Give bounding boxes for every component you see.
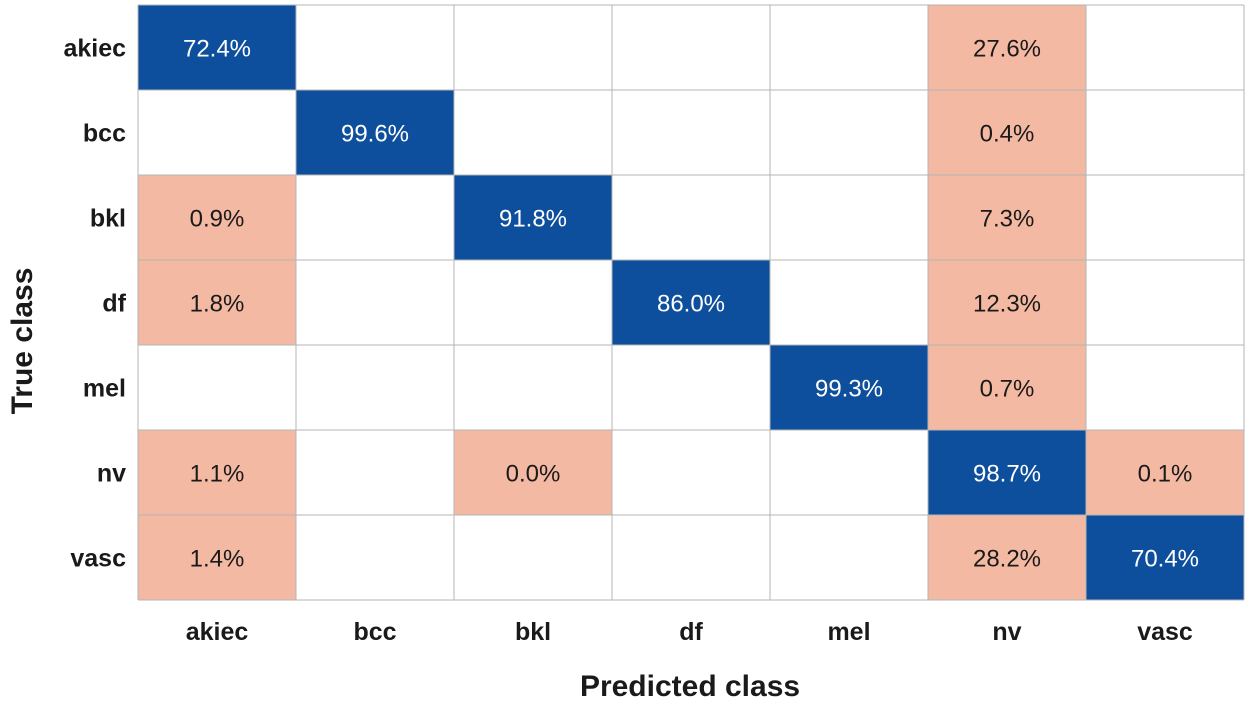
cell-akiec-akiec — [138, 5, 296, 90]
cell-vasc-nv — [928, 515, 1086, 600]
cell-value-bcc-bcc: 99.6% — [341, 121, 409, 148]
cell-vasc-akiec — [138, 515, 296, 600]
cell-value-nv-vasc: 0.1% — [1138, 461, 1193, 488]
x-tick-bkl: bkl — [515, 618, 551, 646]
y-tick-bcc: bcc — [83, 120, 126, 148]
cell-value-vasc-akiec: 1.4% — [190, 546, 245, 573]
cell-value-nv-nv: 98.7% — [973, 461, 1041, 488]
y-tick-nv: nv — [97, 460, 126, 488]
cell-value-bcc-nv: 0.4% — [980, 121, 1035, 148]
cell-bkl-akiec — [138, 175, 296, 260]
y-tick-mel: mel — [83, 375, 126, 403]
matrix-grid — [137, 4, 1245, 601]
cell-mel-mel — [770, 345, 928, 430]
y-tick-df: df — [102, 290, 126, 318]
cell-value-mel-mel: 99.3% — [815, 376, 883, 403]
cell-value-vasc-nv: 28.2% — [973, 546, 1041, 573]
cell-value-bkl-nv: 7.3% — [980, 206, 1035, 233]
cell-value-bkl-akiec: 0.9% — [190, 206, 245, 233]
cell-df-df — [612, 260, 770, 345]
cell-nv-bkl — [454, 430, 612, 515]
cell-df-nv — [928, 260, 1086, 345]
y-tick-vasc: vasc — [70, 545, 126, 573]
matrix-value-labels: 72.4% 27.6% 99.6% 0.4% 0.9% 91.8% 7.3% 1.8% 86.0… — [183, 36, 1199, 573]
cell-value-df-akiec: 1.8% — [190, 291, 245, 318]
cell-value-df-nv: 12.3% — [973, 291, 1041, 318]
cell-value-vasc-vasc: 70.4% — [1131, 546, 1199, 573]
x-tick-nv: nv — [992, 618, 1021, 646]
cell-nv-akiec — [138, 430, 296, 515]
x-tick-df: df — [679, 618, 703, 646]
x-tick-mel: mel — [827, 618, 870, 646]
cell-bkl-nv — [928, 175, 1086, 260]
cell-bcc-nv — [928, 90, 1086, 175]
cell-value-bkl-bkl: 91.8% — [499, 206, 567, 233]
cell-value-nv-bkl: 0.0% — [506, 461, 561, 488]
y-axis-title: True class — [6, 268, 39, 415]
x-tick-akiec: akiec — [186, 618, 249, 646]
cell-nv-vasc — [1086, 430, 1244, 515]
cell-value-nv-akiec: 1.1% — [190, 461, 245, 488]
cell-value-akiec-nv: 27.6% — [973, 36, 1041, 63]
x-tick-bcc: bcc — [353, 618, 396, 646]
cell-df-akiec — [138, 260, 296, 345]
y-tick-bkl: bkl — [90, 205, 126, 233]
x-axis-title: Predicted class — [580, 670, 800, 703]
cell-nv-nv — [928, 430, 1086, 515]
cell-vasc-vasc — [1086, 515, 1244, 600]
cell-value-akiec-akiec: 72.4% — [183, 36, 251, 63]
matrix-cells — [138, 5, 1244, 600]
cell-value-df-df: 86.0% — [657, 291, 725, 318]
cell-bcc-bcc — [296, 90, 454, 175]
cell-bkl-bkl — [454, 175, 612, 260]
axis-tick-labels: akiec bcc bkl df mel nv vasc akiec bcc bkl df mel nv… — [63, 35, 1192, 647]
cell-value-mel-nv: 0.7% — [980, 376, 1035, 403]
y-tick-akiec: akiec — [63, 35, 126, 63]
cell-akiec-nv — [928, 5, 1086, 90]
cell-mel-nv — [928, 345, 1086, 430]
x-tick-vasc: vasc — [1137, 618, 1193, 646]
